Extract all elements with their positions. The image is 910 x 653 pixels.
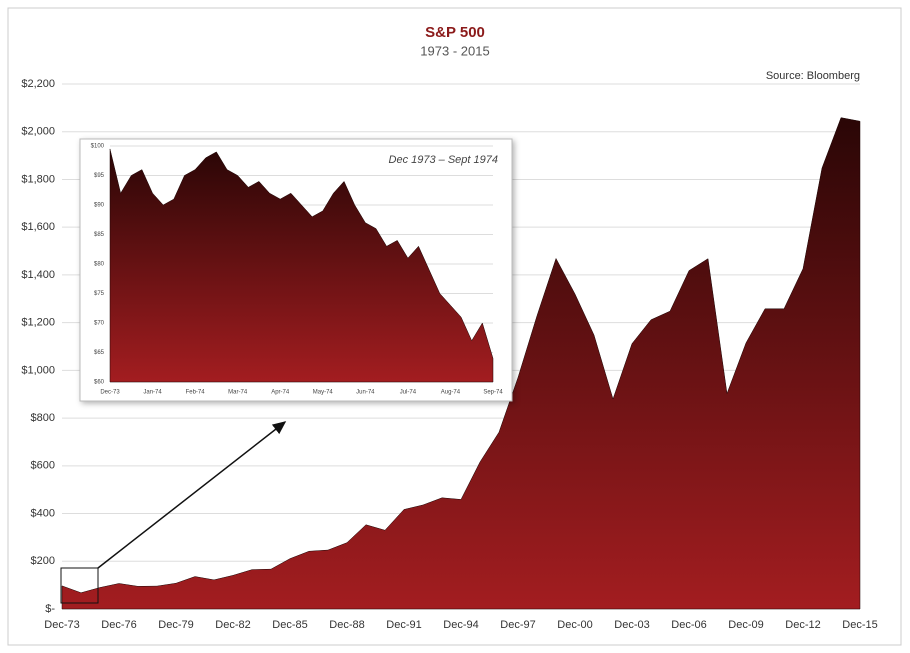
x-tick-label: Dec-09 xyxy=(728,619,763,631)
y-tick-label: $400 xyxy=(31,507,55,519)
zoom-box xyxy=(60,567,99,604)
y-tick-label: $65 xyxy=(94,350,105,356)
x-tick-label: May-74 xyxy=(313,390,334,396)
x-tick-label: Aug-74 xyxy=(441,390,461,396)
x-tick-label: Sep-74 xyxy=(483,390,503,396)
chart-subtitle: 1973 - 2015 xyxy=(420,43,489,58)
y-tick-label: $1,600 xyxy=(21,221,55,233)
y-tick-label: $80 xyxy=(94,262,105,268)
y-tick-label: $1,800 xyxy=(21,173,55,185)
x-tick-label: Mar-74 xyxy=(228,390,248,396)
x-tick-label: Dec-73 xyxy=(44,619,79,631)
x-tick-label: Dec-79 xyxy=(158,619,193,631)
x-tick-label: Dec-82 xyxy=(215,619,250,631)
y-tick-label: $2,200 xyxy=(21,78,55,90)
x-tick-label: Dec-12 xyxy=(785,619,820,631)
frame xyxy=(7,7,902,646)
x-tick-label: Dec-03 xyxy=(614,619,649,631)
x-tick-label: Feb-74 xyxy=(186,390,206,396)
x-tick-label: Dec-94 xyxy=(443,619,478,631)
y-tick-label: $100 xyxy=(91,144,105,150)
y-tick-label: $85 xyxy=(94,232,105,238)
y-tick-label: $1,400 xyxy=(21,269,55,281)
y-tick-label: $60 xyxy=(94,380,105,386)
inset-plot: $60 $65 $70 $75 $80 $85 $90 $95 $100 Dec-73 Jan-74… xyxy=(91,144,504,396)
chart-title: S&P 500 xyxy=(425,24,485,41)
y-tick-label: $75 xyxy=(94,291,105,297)
x-tick-label: Jul-74 xyxy=(400,390,417,396)
y-tick-label: $2,000 xyxy=(21,126,55,138)
y-tick-label: $95 xyxy=(94,173,105,179)
y-tick-label: $1,000 xyxy=(21,364,55,376)
x-tick-label: Dec-00 xyxy=(557,619,592,631)
y-tick-label: $90 xyxy=(94,203,105,209)
area xyxy=(61,117,861,610)
x-tick-label: Jan-74 xyxy=(143,390,162,396)
x-tick-label: Dec-88 xyxy=(329,619,364,631)
x-tick-label: Dec-91 xyxy=(386,619,421,631)
x-tick-label: Dec-73 xyxy=(100,390,120,396)
x-tick-label: Dec-76 xyxy=(101,619,136,631)
y-tick-label: $200 xyxy=(31,555,55,567)
y-tick-label: $600 xyxy=(31,460,55,472)
y-tick-label: $800 xyxy=(31,412,55,424)
x-tick-label: Dec-06 xyxy=(671,619,706,631)
x-tick-label: Dec-85 xyxy=(272,619,307,631)
area xyxy=(109,148,494,383)
y-tick-label: $70 xyxy=(94,321,105,327)
x-tick-label: Dec-15 xyxy=(842,619,877,631)
y-tick-label: $- xyxy=(45,603,55,615)
x-tick-label: Apr-74 xyxy=(271,390,290,396)
source: Source: Bloomberg xyxy=(766,70,860,82)
zoom-arrow xyxy=(97,421,287,569)
y-tick-label: $1,200 xyxy=(21,317,55,329)
x-tick-label: Dec-97 xyxy=(500,619,535,631)
inset-title: Dec 1973 – Sept 1974 xyxy=(389,154,498,166)
x-tick-label: Jun-74 xyxy=(356,390,375,396)
